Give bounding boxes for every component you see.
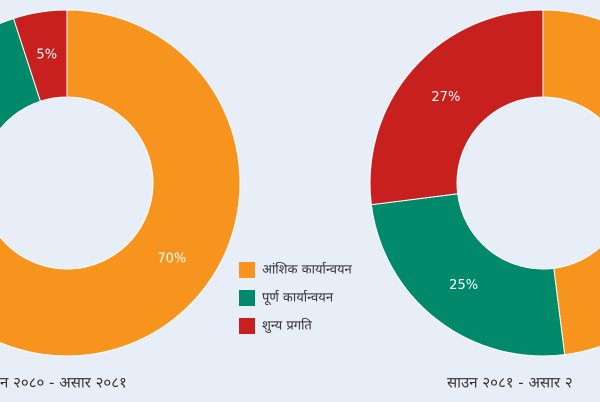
donut-segment — [12, 9, 68, 102]
legend-swatch — [239, 318, 255, 334]
value-label: 25% — [449, 278, 478, 293]
legend-swatch — [239, 262, 255, 278]
chart-caption: साउन २०८१ - असार २ — [447, 374, 573, 392]
chart-caption: न २०८० - असार २०८१ — [0, 374, 127, 392]
legend-label: शुन्य प्रगति — [262, 318, 312, 334]
value-label: 70% — [157, 252, 186, 267]
donut-segment — [0, 17, 42, 130]
legend-label: आंशिक कार्यान्वयन — [262, 262, 353, 278]
legend-swatch — [239, 290, 255, 306]
donut-segment — [0, 9, 241, 357]
value-label: 27% — [431, 90, 460, 105]
value-label: 5% — [36, 48, 57, 63]
legend-label: पूर्ण कार्यान्वयन — [262, 290, 334, 306]
donut-segment — [370, 193, 566, 357]
donut-segment — [369, 9, 544, 206]
donut-segment — [542, 9, 600, 356]
